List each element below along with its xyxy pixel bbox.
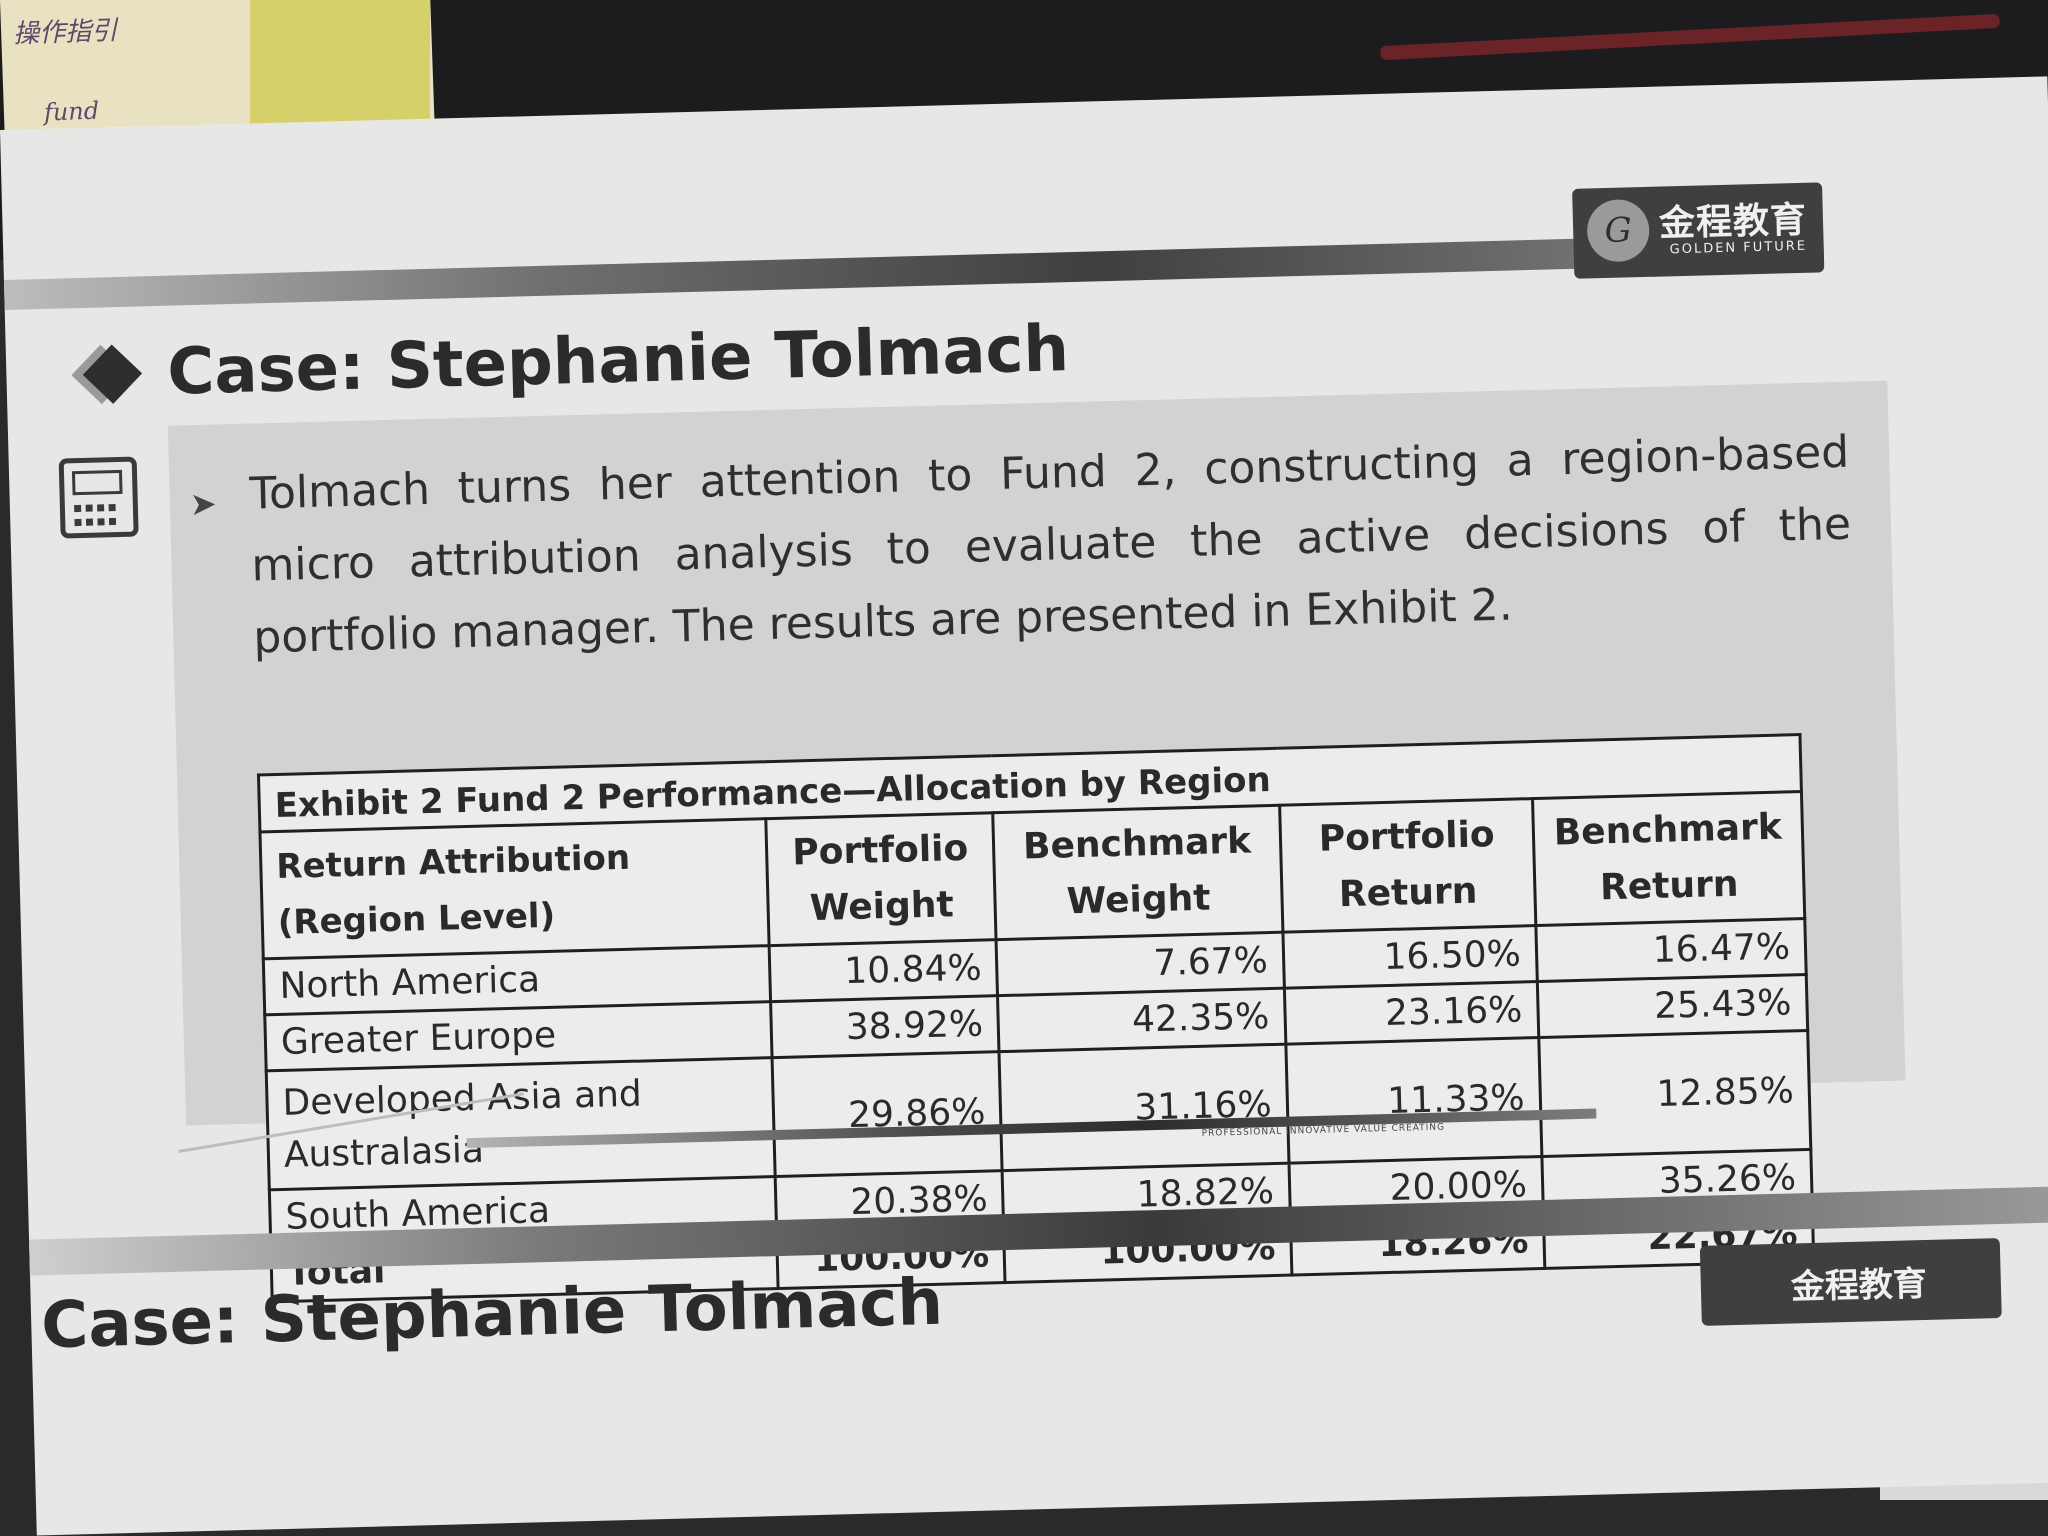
portfolio-weight-cell: 38.92% <box>770 995 1000 1058</box>
note-line-2: fund <box>43 96 100 127</box>
portfolio-weight-cell: 29.86% <box>771 1051 1003 1177</box>
header-benchmark-return: Benchmark Return <box>1532 791 1805 926</box>
header-portfolio-return: Portfolio Return <box>1279 798 1536 933</box>
header-portfolio-weight: Portfolio Weight <box>765 812 997 946</box>
document-page: G 金程教育 GOLDEN FUTURE Case: Stephanie Tol… <box>0 76 2048 1536</box>
case-paragraph: Tolmach turns her attention to Fund 2, c… <box>248 426 1852 664</box>
portfolio-weight-cell: 10.84% <box>768 939 998 1002</box>
diamond-bullet-icon <box>82 344 143 404</box>
header-benchmark-weight: Benchmark Weight <box>993 805 1283 940</box>
header-stripe <box>3 232 1825 310</box>
brand-logo: G 金程教育 GOLDEN FUTURE <box>1572 182 1825 279</box>
benchmark-weight-cell: 42.35% <box>997 988 1286 1052</box>
next-page-title: Case: Stephanie Tolmach <box>40 1265 944 1364</box>
logo-emblem-icon: G <box>1586 198 1650 263</box>
portfolio-return-cell: 23.16% <box>1284 981 1539 1045</box>
calculator-keys: ▪▪▪▪ ▪▪▪▪ <box>72 499 120 531</box>
next-page-logo: 金程教育 <box>1699 1238 2002 1326</box>
benchmark-return-cell: 25.43% <box>1537 974 1808 1038</box>
title-row: Case: Stephanie Tolmach <box>82 312 1070 412</box>
calculator-icon: ▪▪▪▪ ▪▪▪▪ <box>58 456 139 539</box>
calculator-screen <box>71 469 123 496</box>
arrow-bullet-icon: ➤ <box>189 484 218 524</box>
logo-english-text: GOLDEN FUTURE <box>1669 238 1808 258</box>
note-line-1: 操作指引 <box>12 15 118 50</box>
benchmark-return-cell: 12.85% <box>1538 1030 1811 1157</box>
header-region: Return Attribution (Region Level) <box>259 818 769 959</box>
benchmark-weight-cell: 31.16% <box>999 1044 1289 1171</box>
sticky-note-yellow <box>250 0 430 140</box>
portfolio-return-cell: 11.33% <box>1285 1037 1542 1164</box>
logo-chinese-text: 金程教育 <box>1658 199 1808 245</box>
benchmark-return-cell: 16.47% <box>1535 918 1807 982</box>
page-title: Case: Stephanie Tolmach <box>166 312 1070 410</box>
portfolio-return-cell: 16.50% <box>1282 925 1538 989</box>
benchmark-weight-cell: 7.67% <box>996 932 1285 996</box>
